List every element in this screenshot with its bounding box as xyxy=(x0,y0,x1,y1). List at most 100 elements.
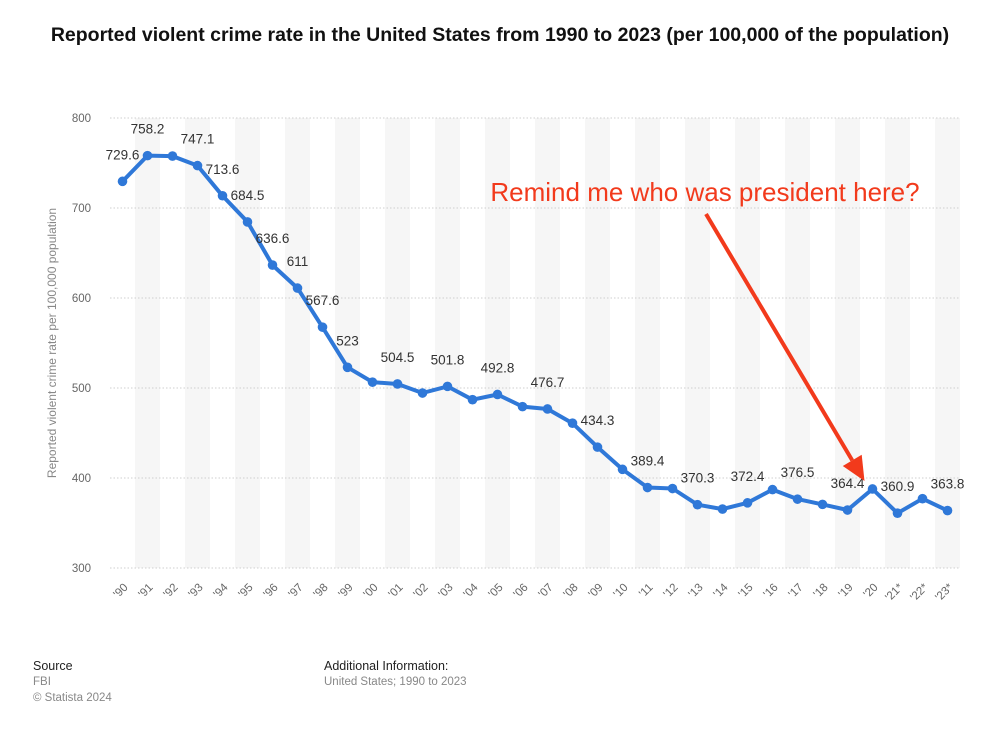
x-tick-label: '16 xyxy=(762,582,781,601)
data-label: 504.5 xyxy=(381,350,415,365)
background-bands xyxy=(135,118,960,568)
data-point[interactable] xyxy=(517,401,528,412)
background-band xyxy=(485,118,510,568)
data-label: 492.8 xyxy=(481,360,515,375)
data-point[interactable] xyxy=(742,498,753,508)
annotation-arrow-line xyxy=(704,212,854,462)
data-label: 684.5 xyxy=(231,188,265,203)
data-point[interactable] xyxy=(467,394,478,405)
background-band xyxy=(835,118,860,568)
data-label: 389.4 xyxy=(631,454,665,469)
series-line xyxy=(120,153,950,516)
source-heading: Source xyxy=(33,659,73,673)
y-tick-label: 600 xyxy=(72,293,91,305)
gridlines xyxy=(110,117,960,569)
x-tick-label: '23* xyxy=(933,581,956,604)
data-point[interactable] xyxy=(542,404,553,414)
data-point[interactable] xyxy=(342,362,353,373)
y-tick-label: 300 xyxy=(72,563,91,575)
x-tick-label: '22* xyxy=(908,581,931,604)
data-label: 364.4 xyxy=(831,476,865,491)
data-point[interactable] xyxy=(392,379,403,389)
data-point[interactable] xyxy=(717,504,728,514)
x-tick-label: '99 xyxy=(337,582,356,601)
data-point[interactable] xyxy=(167,151,178,161)
data-point[interactable] xyxy=(917,493,928,504)
data-label: 501.8 xyxy=(431,352,465,367)
x-tick-label: '91 xyxy=(137,582,156,601)
x-axis-ticks: '90 '91 '92 '93 '94 '95 '96 '97 '98 '99 '00 '01 '02 '… xyxy=(112,581,956,604)
background-band xyxy=(385,118,410,568)
data-point[interactable] xyxy=(242,217,253,227)
data-point[interactable] xyxy=(892,508,903,518)
data-label: 476.7 xyxy=(531,375,565,390)
data-label: 360.9 xyxy=(881,479,915,494)
data-point[interactable] xyxy=(617,464,628,475)
background-band xyxy=(435,118,460,568)
x-tick-label: '09 xyxy=(587,582,606,601)
x-tick-label: '12 xyxy=(662,582,681,601)
data-point[interactable] xyxy=(567,418,578,428)
x-tick-label: '94 xyxy=(212,581,232,601)
x-tick-label: '10 xyxy=(612,582,631,601)
data-label: 434.3 xyxy=(581,413,615,428)
data-point[interactable] xyxy=(592,442,603,452)
copyright: © Statista 2024 xyxy=(33,692,112,704)
data-point[interactable] xyxy=(367,377,378,387)
data-point[interactable] xyxy=(767,484,778,495)
data-point[interactable] xyxy=(817,499,828,510)
data-point[interactable] xyxy=(867,484,878,494)
additional-info-block: Additional Information: United States; 1… xyxy=(324,658,467,690)
data-label: 523 xyxy=(336,333,359,348)
annotation-text: Remind me who was president here? xyxy=(490,177,919,207)
annotation-arrow-head xyxy=(842,454,865,481)
y-tick-label: 800 xyxy=(72,113,91,125)
data-point[interactable] xyxy=(942,505,953,516)
data-points xyxy=(117,150,953,518)
x-tick-label: '19 xyxy=(837,582,856,601)
data-label: 376.5 xyxy=(781,465,815,480)
x-tick-label: '90 xyxy=(112,582,131,601)
data-point[interactable] xyxy=(492,389,503,400)
annotation: Remind me who was president here? xyxy=(490,177,920,481)
y-tick-label: 500 xyxy=(72,383,91,395)
data-labels: 729.6 758.2 747.1 713.6 684.5 636.6 611 567.6 52… xyxy=(106,122,965,495)
chart-title: Reported violent crime rate in the Unite… xyxy=(50,24,950,46)
x-tick-label: '04 xyxy=(462,581,482,601)
x-tick-label: '05 xyxy=(487,582,506,601)
data-point[interactable] xyxy=(117,176,128,187)
data-point[interactable] xyxy=(842,505,853,515)
data-point[interactable] xyxy=(667,483,678,494)
source-block: Source FBI © Statista 2024 xyxy=(33,658,112,706)
data-point[interactable] xyxy=(317,322,328,332)
background-band xyxy=(335,118,360,568)
x-tick-label: '00 xyxy=(362,582,381,601)
x-tick-label: '13 xyxy=(687,582,706,601)
x-tick-label: '93 xyxy=(187,582,206,601)
data-point[interactable] xyxy=(642,482,653,493)
x-tick-label: '14 xyxy=(712,581,732,601)
x-tick-label: '97 xyxy=(287,582,306,601)
background-band xyxy=(785,118,810,568)
data-point[interactable] xyxy=(267,260,278,270)
additional-info-heading: Additional Information: xyxy=(324,659,449,673)
data-point[interactable] xyxy=(442,381,453,392)
background-band xyxy=(135,118,160,568)
x-tick-label: '20 xyxy=(862,582,881,601)
data-label: 747.1 xyxy=(181,132,215,147)
background-band xyxy=(885,118,910,568)
y-axis-label: Reported violent crime rate per 100,000 … xyxy=(45,208,59,478)
data-point[interactable] xyxy=(292,283,303,293)
x-tick-label: '96 xyxy=(262,582,281,601)
source-name[interactable]: FBI xyxy=(33,676,51,688)
data-point[interactable] xyxy=(192,160,203,171)
data-point[interactable] xyxy=(217,190,228,201)
data-point[interactable] xyxy=(792,494,803,504)
data-point[interactable] xyxy=(417,388,428,398)
data-point[interactable] xyxy=(692,499,703,510)
data-label: 372.4 xyxy=(731,469,765,484)
data-point[interactable] xyxy=(142,150,153,161)
x-tick-label: '15 xyxy=(737,582,756,601)
data-label: 370.3 xyxy=(681,471,715,486)
